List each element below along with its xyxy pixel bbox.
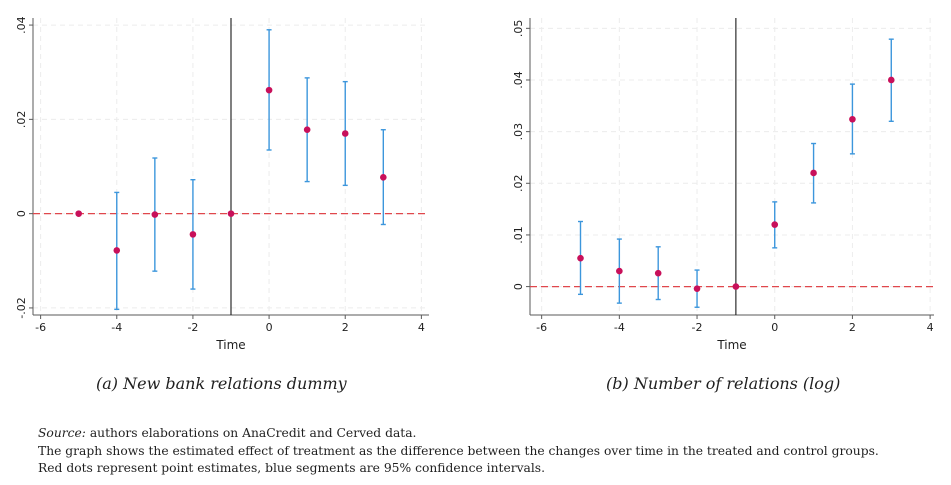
point-estimate <box>189 231 197 238</box>
y-tick-label: .02 <box>15 111 28 129</box>
caption-chart-b: (b) Number of relations (log) <box>606 374 841 393</box>
point-estimate <box>265 86 273 94</box>
point-estimate <box>75 210 82 217</box>
note-legend: Red dots represent point estimates, blue… <box>38 461 546 476</box>
point-estimate <box>616 267 623 275</box>
point-estimate <box>113 247 121 254</box>
source-label: Source: <box>38 426 86 440</box>
chart-new-bank-relations: -.02 0 .02 .04 -6 -4 -2 0 2 4 Time <box>15 16 429 352</box>
chart-number-of-relations: 0 .01 .02 .03 .04 .05 -6 -4 -2 0 2 4 Time <box>512 18 934 352</box>
figure-notes: Source: authors elaborations on AnaCredi… <box>38 425 943 478</box>
point-estimate <box>771 221 779 228</box>
point-estimate <box>654 269 662 277</box>
point-estimate <box>577 254 584 262</box>
point-estimate <box>693 285 701 292</box>
y-tick-label: .01 <box>512 226 525 244</box>
point-estimate <box>732 283 740 290</box>
x-tick-label: 2 <box>849 321 856 334</box>
y-tick-label: .05 <box>512 20 525 38</box>
point-estimate <box>151 211 159 218</box>
caption-chart-a: (a) New bank relations dummy <box>96 374 347 393</box>
x-tick-label: 0 <box>266 321 273 334</box>
figure: -.02 0 .02 .04 -6 -4 -2 0 2 4 Time 0 .01 .02 .03 .04 .0… <box>15 16 934 352</box>
source-note: Source: authors elaborations on AnaCredi… <box>38 425 943 443</box>
point-estimate <box>303 126 311 134</box>
source-text: authors elaborations on AnaCredit and Ce… <box>85 426 417 440</box>
y-tick-label: .04 <box>512 71 525 89</box>
x-tick-label: -6 <box>536 321 547 334</box>
x-tick-label: -2 <box>692 321 703 334</box>
point-estimate <box>887 76 895 84</box>
x-tick-label: -4 <box>111 321 122 334</box>
x-tick-label: 2 <box>342 321 349 334</box>
x-tick-label: 4 <box>927 321 934 334</box>
x-tick-label: 0 <box>771 321 778 334</box>
y-tick-label: 0 <box>15 210 28 217</box>
y-tick-label: .04 <box>15 16 28 33</box>
point-estimate <box>227 210 235 217</box>
point-estimate <box>341 130 349 137</box>
y-tick-label: 0 <box>512 283 525 290</box>
y-tick-label: .02 <box>512 175 525 193</box>
x-tick-label: -4 <box>614 321 625 334</box>
point-estimate <box>849 115 856 123</box>
point-estimate <box>810 169 817 177</box>
x-tick-label: -6 <box>35 321 46 334</box>
x-axis-label: Time <box>215 338 245 352</box>
x-axis-label: Time <box>716 338 746 352</box>
point-estimate <box>380 174 387 181</box>
x-tick-label: 4 <box>418 321 425 334</box>
note-method: The graph shows the estimated effect of … <box>38 443 879 458</box>
y-tick-label: .03 <box>512 123 525 141</box>
x-tick-label: -2 <box>187 321 198 334</box>
y-tick-label: -.02 <box>15 297 28 318</box>
